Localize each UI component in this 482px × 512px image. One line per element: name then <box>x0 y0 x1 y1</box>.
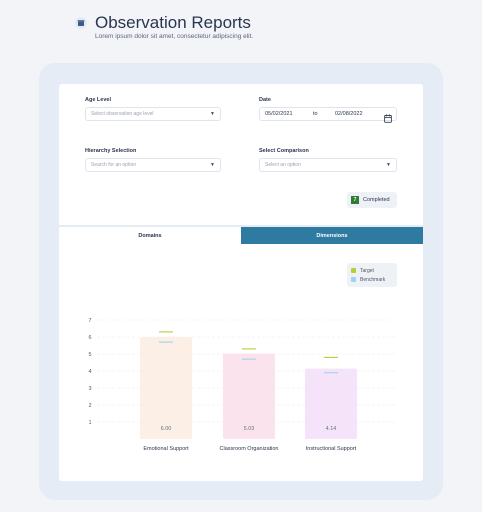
hierarchy-label: Hierarchy Selection <box>85 148 137 154</box>
benchmark-swatch <box>351 277 356 282</box>
age-level-select[interactable]: Select observation age level ▼ <box>85 107 221 121</box>
date-range-picker[interactable]: 05/02/2021 to 02/08/2022 <box>259 107 397 123</box>
bar <box>140 337 192 439</box>
comparison-label: Select Comparison <box>259 148 309 154</box>
legend-item-benchmark: Benchmark <box>351 275 393 284</box>
y-tick-label: 1 <box>88 420 91 426</box>
x-tick-label: Emotional Support <box>143 446 189 452</box>
legend-item-target: Target <box>351 266 393 275</box>
legend-label-target: Target <box>360 267 374 274</box>
date-start[interactable]: 05/02/2021 <box>265 111 293 117</box>
completed-label: Completed <box>363 197 390 203</box>
report-box-icon <box>74 16 88 30</box>
tab-dimensions[interactable]: Dimensions <box>241 227 423 244</box>
legend-label-benchmark: Benchmark <box>360 276 386 283</box>
bar-value-label: 5.03 <box>244 426 255 432</box>
age-level-label: Age Level <box>85 97 111 103</box>
y-tick-label: 7 <box>88 318 91 324</box>
y-tick-label: 6 <box>88 335 91 341</box>
tab-domains[interactable]: Domains <box>59 227 241 244</box>
hierarchy-select[interactable]: Search for an option ▼ <box>85 158 221 172</box>
chevron-down-icon: ▼ <box>210 111 215 117</box>
bar <box>223 353 275 439</box>
chart-legend: Target Benchmark <box>347 263 397 287</box>
chevron-down-icon: ▼ <box>210 162 215 168</box>
y-tick-label: 4 <box>88 369 91 375</box>
x-tick-label: Instructional Support <box>306 446 357 452</box>
age-level-placeholder: Select observation age level <box>91 111 154 117</box>
bar-value-label: 4.14 <box>326 426 337 432</box>
completed-count: 7 <box>351 196 359 204</box>
page-title: Observation Reports <box>95 13 251 32</box>
y-tick-label: 2 <box>88 403 91 409</box>
chevron-down-icon: ▼ <box>386 162 391 168</box>
target-swatch <box>351 268 356 273</box>
comparison-placeholder: Select an option <box>265 162 301 168</box>
date-separator: to <box>313 111 318 117</box>
y-tick-label: 5 <box>88 352 91 358</box>
calendar-icon[interactable] <box>384 110 392 123</box>
bar-chart: 1 2 3 4 5 6 7 6.00 Emotional Support 5.03 Classroo… <box>88 318 397 452</box>
date-end[interactable]: 02/08/2022 <box>335 111 363 117</box>
tab-divider <box>59 225 423 227</box>
status-badge: 7 Completed <box>347 192 397 208</box>
date-label: Date <box>259 97 271 103</box>
bar <box>305 368 357 439</box>
y-tick-label: 3 <box>88 386 91 392</box>
hierarchy-placeholder: Search for an option <box>91 162 137 168</box>
bar-value-label: 6.00 <box>161 426 172 432</box>
page-subtitle: Lorem ipsum dolor sit amet, consectetur … <box>95 33 254 40</box>
report-card: Age Level Select observation age level ▼… <box>59 84 423 481</box>
comparison-select[interactable]: Select an option ▼ <box>259 158 397 172</box>
x-tick-label: Classroom Organization <box>220 446 279 452</box>
